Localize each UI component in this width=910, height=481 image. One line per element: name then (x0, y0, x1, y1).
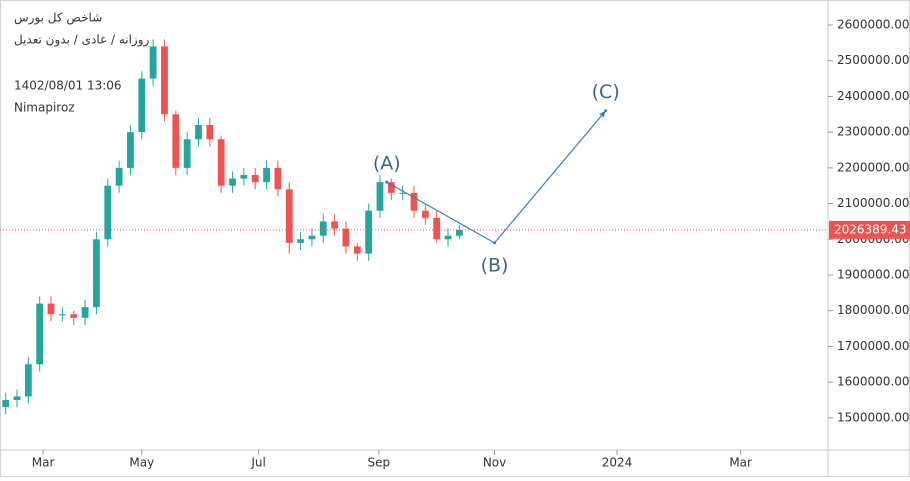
candle-body (308, 235, 316, 240)
candle-body (263, 167, 270, 183)
candle-body (387, 182, 395, 193)
chart-subtitle: روزانه / عادی / بدون تعدیل (14, 33, 150, 48)
candle-body (444, 235, 452, 240)
candle-body (104, 185, 112, 240)
y-tick-label: 1500000.00 (837, 410, 910, 424)
candle-body (285, 189, 293, 243)
candle-body (410, 192, 418, 211)
candle-body (81, 307, 89, 318)
candle-body (36, 303, 44, 365)
last-price-label: 2026389.43 (834, 222, 907, 236)
x-tick-label: Nov (483, 456, 506, 470)
timestamp: 1402/08/01 13:06 (14, 79, 122, 93)
y-tick-label: 1600000.00 (837, 375, 910, 389)
x-tick-label: 2024 (602, 456, 633, 470)
candle-body (206, 125, 214, 140)
candle-body (70, 314, 78, 318)
y-tick-label: 2300000.00 (837, 125, 910, 139)
y-tick-label: 2100000.00 (837, 196, 910, 210)
y-tick-label: 1800000.00 (837, 303, 910, 317)
x-tick-label: Mar (729, 456, 752, 470)
candle-body (229, 178, 236, 186)
wave-label: (C) (592, 81, 620, 103)
candle-body (365, 210, 373, 254)
last-price-box (829, 220, 910, 239)
candle-body (138, 78, 146, 133)
wave-point (385, 180, 389, 184)
candle-body (13, 396, 21, 400)
candle-body (331, 221, 339, 229)
candle-body (421, 210, 429, 218)
candle-body (433, 217, 441, 240)
candle-body (47, 303, 55, 315)
candle-body (161, 46, 168, 115)
candle-body (399, 192, 407, 194)
candle-body (115, 167, 123, 186)
projection-arrow (599, 110, 606, 118)
candle-body (217, 139, 225, 186)
candle-body (127, 132, 134, 168)
candle-body (240, 175, 248, 179)
candle-body (376, 182, 384, 211)
y-tick-label: 2200000.00 (837, 160, 910, 174)
y-tick-label: 2400000.00 (837, 89, 910, 103)
y-tick-label: 1900000.00 (837, 268, 910, 282)
wave-label: (B) (481, 254, 509, 276)
candle-body (172, 114, 180, 168)
candle-body (342, 228, 350, 247)
x-tick-label: May (129, 456, 154, 470)
y-tick-label: 1700000.00 (837, 339, 910, 353)
candle-body (251, 175, 259, 183)
author: Nimapiroz (14, 101, 75, 115)
candle-body (195, 125, 202, 140)
candle-body (93, 239, 100, 308)
candle-body (2, 400, 10, 408)
candle-body (353, 246, 361, 254)
x-tick-label: Mar (32, 456, 55, 470)
candle-body (149, 46, 157, 79)
wave-label: (A) (373, 153, 401, 175)
candle-body (319, 221, 327, 236)
y-tick-label: 2600000.00 (837, 18, 910, 32)
candle-body (455, 229, 463, 236)
candle-body (183, 139, 191, 168)
wave-point (493, 241, 497, 245)
wave-point (604, 109, 608, 113)
x-tick-label: Sep (368, 456, 391, 470)
chart-title: شاخص کل بورس (14, 11, 102, 26)
candle-body (58, 314, 66, 316)
x-tick-label: Jul (250, 456, 265, 470)
y-tick-label: 2500000.00 (837, 53, 910, 67)
candle-body (297, 239, 304, 243)
candle-body (24, 364, 32, 397)
candle-body (274, 167, 282, 190)
